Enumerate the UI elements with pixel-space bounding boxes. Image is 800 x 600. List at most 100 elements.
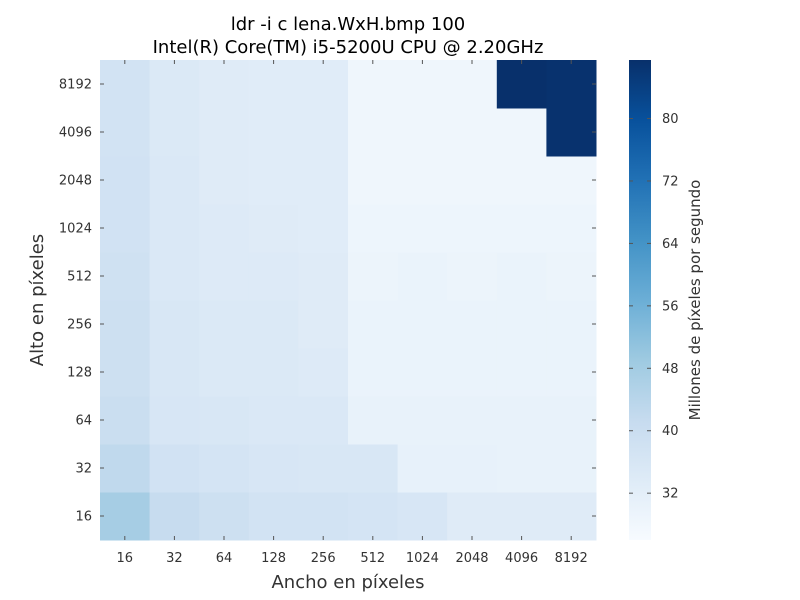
heatmap-cell — [348, 348, 399, 397]
heatmap-cell — [100, 60, 151, 109]
heatmap-cell — [199, 204, 250, 253]
heatmap-cell — [447, 492, 498, 541]
heatmap-cell — [348, 444, 399, 493]
y-tick-label: 16 — [75, 510, 92, 525]
heatmap-cell — [149, 108, 200, 157]
heatmap-cell — [149, 348, 200, 397]
heatmap-cell — [348, 492, 399, 541]
heatmap-cell — [100, 492, 151, 541]
heatmap-cell — [248, 492, 299, 541]
heatmap-cell — [149, 444, 200, 493]
heatmap-cell — [248, 348, 299, 397]
heatmap-cell — [496, 108, 547, 157]
colorbar-tick-label: 56 — [662, 299, 679, 314]
heatmap-cell — [248, 156, 299, 205]
colorbar: 32 40 48 56 64 72 80 — [629, 60, 679, 540]
heatmap-cells — [100, 60, 597, 541]
y-tick-label: 128 — [67, 366, 92, 381]
heatmap-cell — [199, 108, 250, 157]
y-axis-ticks: 16 32 64 128 256 512 1024 2048 4096 8192 — [59, 78, 596, 525]
chart-title-line-2: Intel(R) Core(TM) i5-5200U CPU @ 2.20GHz — [153, 37, 544, 58]
heatmap-cell — [100, 396, 151, 445]
heatmap-cell — [397, 204, 448, 253]
heatmap-cell — [199, 156, 250, 205]
heatmap-cell — [199, 396, 250, 445]
heatmap-cell — [298, 204, 349, 253]
heatmap-cell — [248, 300, 299, 349]
heatmap-cell — [149, 252, 200, 301]
heatmap-cell — [248, 396, 299, 445]
heatmap-cell — [546, 204, 597, 253]
heatmap-cell — [496, 60, 547, 109]
x-tick-label: 512 — [360, 551, 385, 566]
x-axis-ticks: 16 32 64 128 256 512 1024 2048 4096 8192 — [117, 60, 588, 566]
colorbar-tick-label: 32 — [662, 487, 679, 502]
heatmap-cell — [397, 396, 448, 445]
heatmap-cell — [298, 300, 349, 349]
heatmap-cell — [149, 396, 200, 445]
heatmap-cell — [397, 444, 448, 493]
heatmap-cell — [199, 60, 250, 109]
heatmap-cell — [149, 156, 200, 205]
x-tick-label: 128 — [261, 551, 286, 566]
heatmap-cell — [447, 108, 498, 157]
heatmap-cell — [298, 60, 349, 109]
heatmap-cell — [397, 252, 448, 301]
heatmap-cell — [496, 156, 547, 205]
heatmap-cell — [496, 396, 547, 445]
heatmap-cell — [348, 108, 399, 157]
heatmap-cell — [496, 492, 547, 541]
heatmap-cell — [100, 108, 151, 157]
heatmap-cell — [546, 300, 597, 349]
colorbar-gradient — [629, 60, 651, 540]
y-axis-label: Alto en píxeles — [27, 234, 48, 366]
heatmap-cell — [447, 156, 498, 205]
colorbar-label: Millones de píxeles por segundo — [686, 180, 704, 421]
heatmap-cell — [149, 60, 200, 109]
heatmap-cell — [100, 444, 151, 493]
heatmap-cell — [348, 204, 399, 253]
x-tick-label: 1024 — [406, 551, 439, 566]
heatmap-cell — [100, 348, 151, 397]
y-tick-label: 2048 — [59, 174, 92, 189]
heatmap-cell — [348, 300, 399, 349]
heatmap-cell — [248, 444, 299, 493]
heatmap-cell — [546, 444, 597, 493]
heatmap-cell — [348, 60, 399, 109]
heatmap-cell — [199, 252, 250, 301]
colorbar-tick-label: 64 — [662, 237, 679, 252]
heatmap-cell — [447, 444, 498, 493]
heatmap-cell — [447, 348, 498, 397]
heatmap-cell — [496, 204, 547, 253]
heatmap-cell — [546, 156, 597, 205]
heatmap-cell — [447, 396, 498, 445]
heatmap-cell — [248, 252, 299, 301]
heatmap-cell — [447, 252, 498, 301]
colorbar-tick-label: 48 — [662, 362, 679, 377]
x-tick-label: 16 — [117, 551, 134, 566]
x-tick-label: 64 — [216, 551, 233, 566]
heatmap-cell — [348, 396, 399, 445]
heatmap-cell — [348, 252, 399, 301]
heatmap-cell — [397, 492, 448, 541]
y-tick-label: 32 — [75, 462, 92, 477]
heatmap-cell — [149, 300, 200, 349]
heatmap-cell — [397, 108, 448, 157]
heatmap-cell — [149, 492, 200, 541]
heatmap-cell — [447, 60, 498, 109]
x-tick-label: 4096 — [505, 551, 538, 566]
heatmap-cell — [149, 204, 200, 253]
heatmap-cell — [546, 60, 597, 109]
chart-title-line-1: ldr -i c lena.WxH.bmp 100 — [231, 14, 465, 35]
heatmap-cell — [546, 108, 597, 157]
heatmap-cell — [348, 156, 399, 205]
heatmap-cell — [298, 492, 349, 541]
x-tick-label: 8192 — [555, 551, 588, 566]
heatmap-cell — [546, 252, 597, 301]
heatmap-cell — [248, 108, 299, 157]
y-tick-label: 512 — [67, 270, 92, 285]
x-tick-label: 32 — [166, 551, 183, 566]
heatmap-cell — [199, 300, 250, 349]
heatmap-cell — [447, 300, 498, 349]
